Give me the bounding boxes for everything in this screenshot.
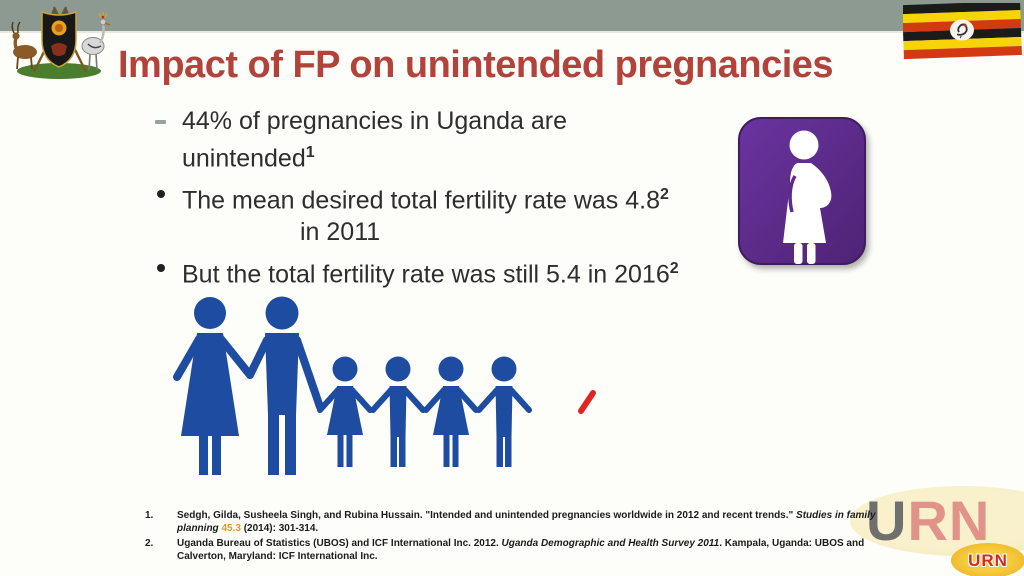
flag-stripes [902, 0, 1022, 60]
footnote-marker: 1 [305, 144, 315, 161]
coa-crane [81, 12, 111, 71]
bullet-line: But the total fertility rate was still 5… [182, 259, 679, 288]
coa-antelope [11, 21, 37, 70]
bullet-line: in 2011 [300, 217, 381, 246]
page-title: Impact of FP on unintended pregnancies [118, 44, 834, 86]
flag-crane [956, 23, 968, 39]
bullet-line: 44% of pregnancies in Uganda are [182, 107, 567, 135]
dot-bullet-icon [157, 190, 165, 199]
dot-bullet-icon [157, 263, 165, 272]
figure-child-girl-split-blue [530, 357, 580, 468]
citation-journal: Studies in family planning [177, 510, 876, 534]
uganda-flag-icon [902, 0, 1023, 66]
footnote-text: Uganda Bureau of Statistics (UBOS) and I… [177, 538, 865, 562]
figure-child-girl-split-red [530, 357, 580, 468]
citation-title: Uganda Demographic and Health Survey 201… [501, 538, 720, 549]
figure-child-girl [320, 357, 370, 468]
top-band [0, 0, 1024, 33]
bullet-desired-fertility: The mean desired total fertility rate wa… [150, 179, 770, 247]
figure-adult-man [246, 296, 324, 475]
coa-shield [41, 10, 77, 68]
family-pictogram [150, 283, 620, 493]
figure-child-boy [373, 357, 423, 468]
bullet-line: unintended1 [182, 144, 315, 173]
footnote-2: 2. Uganda Bureau of Statistics (UBOS) an… [145, 537, 890, 563]
footnote-marker: 2 [669, 259, 679, 277]
urn-logo-large-text: URN [866, 489, 991, 552]
pregnant-woman-figure [783, 130, 832, 264]
bullet-total-fertility: But the total fertility rate was still 5… [150, 253, 770, 290]
footnote-number: 2. [145, 538, 154, 549]
figure-child-boy [479, 357, 529, 468]
bullet-list: 44% of pregnancies in Uganda are uninten… [150, 106, 770, 295]
pregnant-woman-icon [737, 116, 869, 273]
figure-adult-woman [173, 297, 254, 475]
urn-logo-small: URN [951, 543, 1024, 576]
bullet-line: The mean desired total fertility rate wa… [182, 186, 669, 215]
coa-grass [17, 63, 101, 79]
uganda-coat-of-arms-icon [4, 2, 116, 85]
figure-child-girl [426, 357, 476, 468]
citation-volume-link[interactable]: 45.3 [218, 523, 241, 534]
footnote-text: Sedgh, Gilda, Susheela Singh, and Rubina… [177, 510, 876, 534]
dash-bullet-icon [155, 120, 166, 124]
footnote-number: 1. [145, 510, 154, 521]
footnote-1: 1. Sedgh, Gilda, Susheela Singh, and Rub… [145, 509, 890, 535]
figure-partial-red-arm [578, 390, 596, 414]
bullet-unintended-pregnancies: 44% of pregnancies in Uganda are uninten… [150, 106, 770, 174]
footnote-marker: 2 [660, 186, 669, 204]
footnotes: 1. Sedgh, Gilda, Susheela Singh, and Rub… [145, 509, 890, 565]
urn-logo-large: URN [850, 486, 1024, 556]
